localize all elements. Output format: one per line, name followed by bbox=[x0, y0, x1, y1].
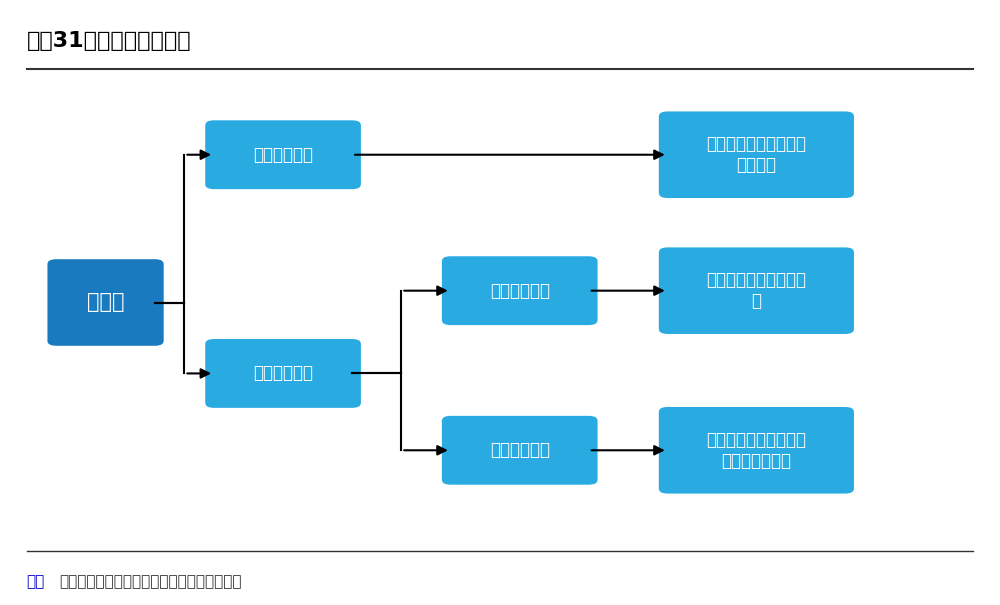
Text: 人工非营养型: 人工非营养型 bbox=[490, 441, 550, 459]
Text: 天然非营养型: 天然非营养型 bbox=[490, 282, 550, 299]
Text: 糖精、阿斯巴甜、安赛
蜜、三氯蔗糖等: 糖精、阿斯巴甜、安赛 蜜、三氯蔗糖等 bbox=[706, 431, 806, 469]
FancyBboxPatch shape bbox=[658, 406, 855, 495]
Text: 功能性甜味剂: 功能性甜味剂 bbox=[253, 364, 313, 382]
FancyBboxPatch shape bbox=[204, 119, 362, 190]
FancyBboxPatch shape bbox=[441, 255, 599, 326]
Text: 来源：金禾实业招股说明书，国海证券研究所: 来源：金禾实业招股说明书，国海证券研究所 bbox=[59, 574, 242, 589]
FancyBboxPatch shape bbox=[204, 338, 362, 409]
FancyBboxPatch shape bbox=[441, 415, 599, 486]
FancyBboxPatch shape bbox=[658, 110, 855, 199]
Text: 资料: 资料 bbox=[27, 574, 45, 589]
FancyBboxPatch shape bbox=[46, 258, 165, 347]
FancyBboxPatch shape bbox=[658, 246, 855, 335]
Text: 木糖醇、麦芽糖醇、赤
藓糖醇等: 木糖醇、麦芽糖醇、赤 藓糖醇等 bbox=[706, 136, 806, 174]
Text: 图表31：甜味剂主要分类: 图表31：甜味剂主要分类 bbox=[27, 31, 191, 51]
Text: 甜味剂: 甜味剂 bbox=[87, 292, 124, 313]
Text: 糖醇类甜味剂: 糖醇类甜味剂 bbox=[253, 146, 313, 164]
Text: 罗汉果甜苷、甜菊糖苷
等: 罗汉果甜苷、甜菊糖苷 等 bbox=[706, 271, 806, 310]
